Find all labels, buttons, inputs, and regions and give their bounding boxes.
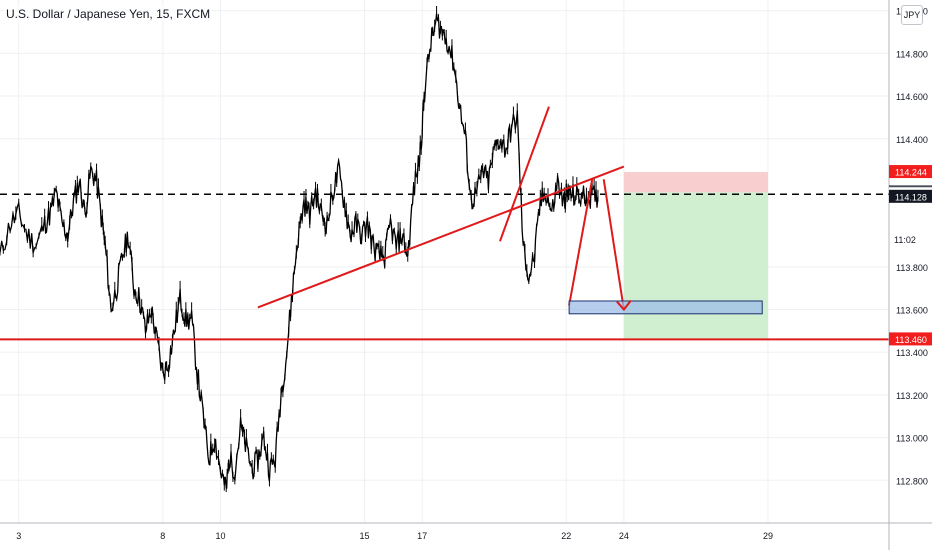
position-zones[interactable] (623, 172, 768, 340)
trendline[interactable] (568, 179, 594, 306)
currency-badge[interactable]: JPY (901, 5, 923, 25)
trendline[interactable] (257, 165, 625, 309)
price-tag-label: 114.244 (895, 168, 927, 178)
take-profit-zone[interactable] (623, 192, 768, 340)
price-tick-label: 113.000 (896, 434, 928, 444)
time-tick-label: 15 (360, 531, 370, 541)
price-tag-bg (889, 189, 932, 203)
price-tick-label: 114.800 (896, 49, 928, 59)
time-tick-label: 10 (215, 531, 225, 541)
trendline[interactable] (602, 179, 625, 310)
time-tick-label: 22 (561, 531, 571, 541)
price-tag-bg (889, 165, 932, 179)
price-tag-label: 114.128 (895, 192, 927, 202)
trendline[interactable] (499, 106, 550, 242)
price-tick-label: 113.400 (896, 348, 928, 358)
trend-drawings[interactable] (0, 106, 889, 341)
arrow-head (616, 299, 632, 312)
price-tick-label: 112.800 (896, 476, 928, 486)
symbol-title[interactable]: U.S. Dollar / Japanese Yen, 15, FXCM (4, 6, 213, 22)
time-tick-label: 8 (160, 531, 165, 541)
price-tick-label: 114.600 (896, 92, 928, 102)
target-box[interactable] (568, 300, 763, 315)
price-tick-label: 113.200 (896, 391, 928, 401)
time-tick-label: 29 (763, 531, 773, 541)
price-series (0, 6, 599, 493)
time-tick-label: 3 (16, 531, 21, 541)
price-tag-bg (889, 332, 932, 346)
price-tick-label: 113.800 (896, 263, 928, 273)
price-tick-label: 114.400 (896, 135, 928, 145)
price-tag-label: 113.460 (895, 335, 927, 345)
bar-countdown: 11:02 (894, 235, 916, 245)
stop-loss-zone[interactable] (623, 172, 768, 193)
time-tick-label: 17 (417, 531, 427, 541)
time-tick-label: 24 (619, 531, 629, 541)
price-tick-label: 113.600 (896, 306, 928, 316)
